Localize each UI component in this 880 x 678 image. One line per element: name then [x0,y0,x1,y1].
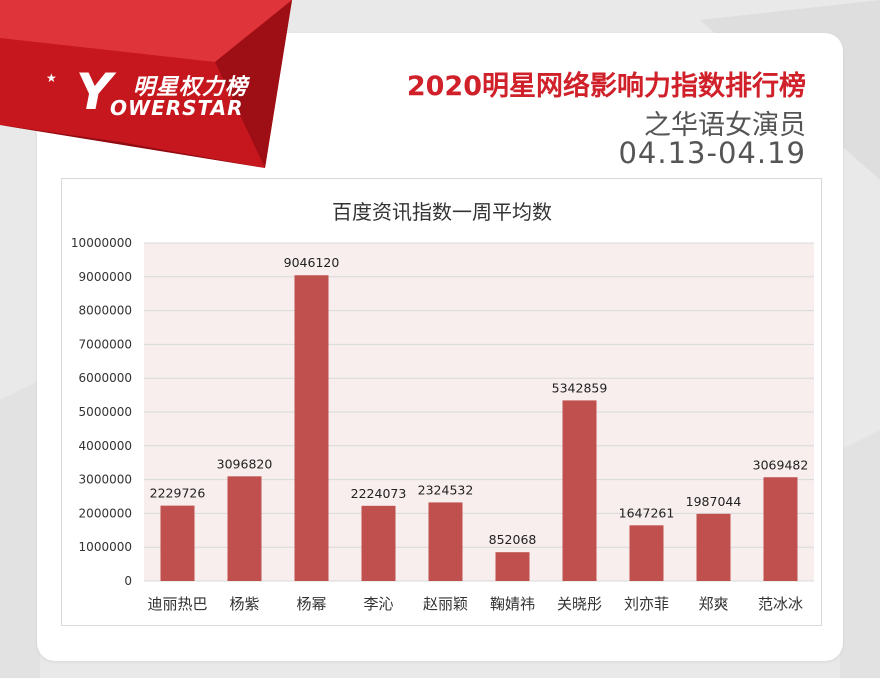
bar [227,476,262,581]
bar-data-label: 2224073 [351,486,407,501]
brand-name-en: OWERSTAR [110,96,244,120]
chart-frame: 百度资讯指数一周平均数 0 1000000 2000000 3000000 400000… [61,178,822,626]
bar-data-label: 9046120 [284,255,340,270]
y-tick-label: 8000000 [79,304,132,318]
x-tick-label: 鞠婧祎 [490,595,535,613]
x-tick-label: 杨幂 [296,595,326,613]
bar-data-label: 1987044 [686,494,742,509]
x-tick-label: 李沁 [363,595,393,613]
bar-data-label: 5342859 [552,380,608,395]
brand-mark: Y [76,63,113,121]
bar-data-label: 852068 [489,532,537,547]
bar-data-label: 2324532 [418,482,474,497]
bar [562,400,597,581]
y-tick-label: 4000000 [79,439,132,453]
date-range: 04.13-04.19 [618,136,806,170]
y-tick-label: 1000000 [79,540,132,554]
y-axis-ticks: 0 1000000 2000000 3000000 4000000 5000000 6000… [71,236,132,588]
x-axis-ticks: 迪丽热巴 杨紫 杨幂 李沁 赵丽颖 鞠婧祎 关晓彤 刘亦菲 郑爽 范冰冰 [147,595,803,613]
data-labels: 2229726 3096820 9046120 2224073 2324532 85206… [150,255,809,547]
bar-data-label: 3096820 [217,456,273,471]
bar-chart: 百度资讯指数一周平均数 0 1000000 2000000 3000000 400000… [71,200,814,613]
logo-ribbon [0,0,292,168]
page-subtitle: 之华语女演员 [644,110,806,141]
bar [763,477,798,581]
y-tick-label: 0 [124,574,132,588]
bar [160,505,195,581]
chart-title: 百度资讯指数一周平均数 [332,200,552,224]
bar [294,275,329,581]
x-tick-label: 范冰冰 [758,595,803,613]
y-tick-label: 2000000 [79,506,132,520]
x-tick-label: 郑爽 [698,595,728,613]
y-tick-label: 9000000 [79,270,132,284]
x-tick-label: 赵丽颖 [423,595,468,613]
bar-data-label: 2229726 [150,486,206,501]
x-tick-label: 杨紫 [229,595,259,613]
x-tick-label: 刘亦菲 [624,595,669,613]
y-tick-label: 5000000 [79,405,132,419]
y-tick-label: 10000000 [71,236,132,250]
bar [495,552,530,581]
x-tick-label: 关晓彤 [557,595,602,613]
brand-name: 明星权力榜 [133,75,249,100]
bar [629,525,664,581]
page-title: 2020明星网络影响力指数排行榜 [406,71,806,102]
x-tick-label: 迪丽热巴 [147,595,207,613]
y-tick-label: 6000000 [79,371,132,385]
bar-data-label: 3069482 [753,457,809,472]
bar [428,502,463,581]
y-tick-label: 7000000 [79,337,132,351]
y-tick-label: 3000000 [79,473,132,487]
bar [361,505,396,581]
bar [696,513,731,581]
bars [160,275,798,581]
bar-data-label: 1647261 [619,505,675,520]
star-icon: ★ [46,71,57,85]
